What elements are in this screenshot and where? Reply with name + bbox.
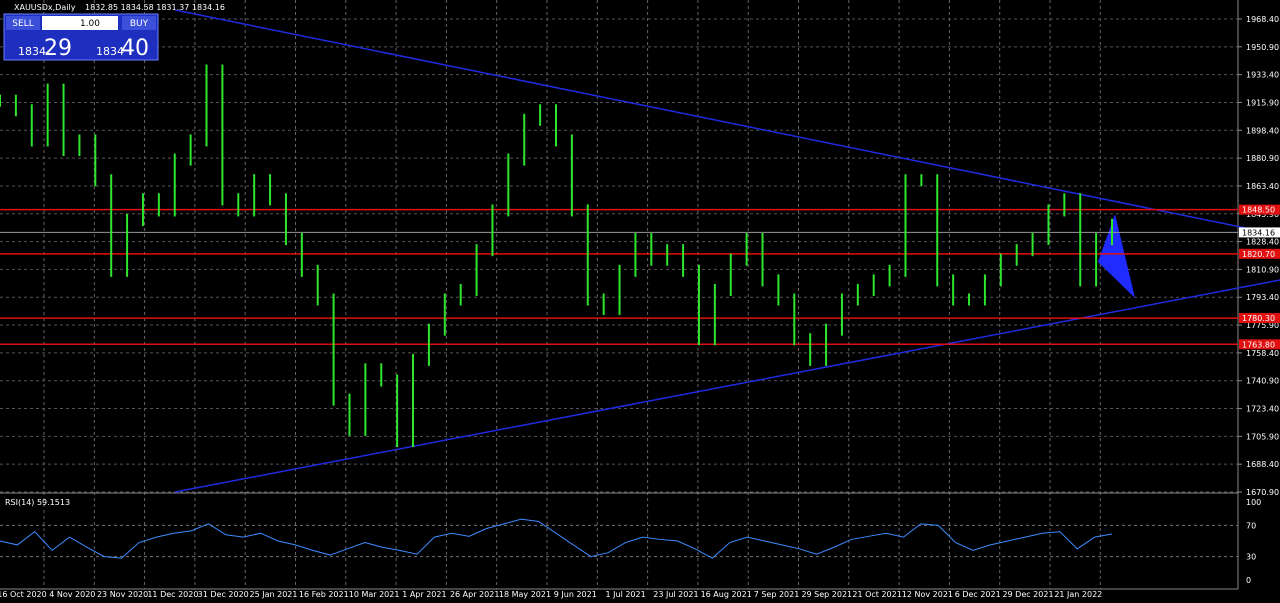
level-label: 1848.50: [1242, 206, 1275, 215]
y-tick-label: 1933.40: [1246, 71, 1279, 80]
forecast-arrow: [1098, 214, 1135, 298]
sell-price-small[interactable]: 29: [44, 36, 72, 61]
level-tag: [1239, 204, 1280, 215]
trendline: [174, 9, 1280, 236]
rsi-line: [0, 518, 1113, 559]
x-tick-label: 26 Apr 2021: [450, 590, 499, 599]
lot-value[interactable]: 1.00: [80, 19, 100, 29]
level-tag: [1239, 339, 1280, 350]
x-tick-label: 7 Sep 2021: [754, 590, 800, 599]
y-tick-label: 30: [1246, 553, 1256, 562]
x-tick-label: 23 Jul 2021: [653, 590, 698, 599]
y-tick-label: 1863.40: [1246, 182, 1279, 191]
x-tick-label: 4 Nov 2020: [49, 590, 95, 599]
buy-button[interactable]: [122, 16, 156, 30]
y-tick-label: 1740.90: [1246, 377, 1279, 386]
trendline: [174, 279, 1280, 493]
y-tick-label: 1758.40: [1246, 349, 1279, 358]
buy-price-big[interactable]: 1834: [96, 45, 124, 58]
x-tick-label: 1 Apr 2021: [402, 590, 446, 599]
buy-label[interactable]: BUY: [130, 19, 149, 29]
x-tick-label: 16 Oct 2020: [0, 590, 47, 599]
current-tag: [1239, 227, 1280, 238]
x-tick-label: 12 Nov 2021: [902, 590, 953, 599]
y-tick-label: 100: [1246, 498, 1261, 507]
x-tick-label: 21 Jan 2022: [1054, 590, 1102, 599]
level-tag: [1239, 248, 1280, 259]
x-tick-label: 6 Dec 2021: [955, 590, 1001, 599]
y-tick-label: 1810.90: [1246, 265, 1279, 274]
x-tick-label: 29 Dec 2021: [1002, 590, 1053, 599]
y-tick-label: 70: [1246, 521, 1256, 530]
x-tick-label: 21 Oct 2021: [852, 590, 901, 599]
y-tick-label: 1775.90: [1246, 321, 1279, 330]
level-label: 1763.80: [1242, 340, 1275, 349]
y-tick-label: 1950.90: [1246, 43, 1279, 52]
sell-price-big[interactable]: 1834: [18, 45, 46, 58]
level-label: 1820.70: [1242, 250, 1275, 259]
chart-ohlc: 1832.85 1834.58 1831.37 1834.16: [85, 3, 225, 12]
y-tick-label: 0: [1246, 576, 1251, 585]
y-tick-label: 1688.40: [1246, 460, 1279, 469]
sell-label[interactable]: SELL: [12, 19, 33, 29]
y-tick-label: 1705.90: [1246, 432, 1279, 441]
level-tag: [1239, 313, 1280, 324]
x-tick-label: 11 Dec 2020: [147, 590, 198, 599]
rsi-title: RSI(14) 59.1513: [5, 498, 70, 507]
y-tick-label: 1723.40: [1246, 405, 1279, 414]
x-tick-label: 31 Dec 2020: [198, 590, 249, 599]
y-tick-label: 1793.40: [1246, 293, 1279, 302]
y-tick-label: 1828.40: [1246, 238, 1279, 247]
trade-panel: SELL 1.00 BUY 1834 29 1834 40: [3, 13, 159, 61]
x-tick-label: 18 May 2021: [499, 590, 551, 599]
x-tick-label: 9 Jun 2021: [554, 590, 597, 599]
level-label: 1780.30: [1242, 314, 1275, 323]
lot-field[interactable]: [42, 16, 118, 30]
sell-button[interactable]: [6, 16, 40, 30]
x-tick-label: 10 Mar 2021: [349, 590, 400, 599]
x-tick-label: 23 Nov 2020: [97, 590, 148, 599]
x-tick-label: 25 Jan 2021: [250, 590, 298, 599]
chart-header: XAUUSDx,Daily: [14, 3, 76, 12]
y-tick-label: 1915.90: [1246, 98, 1279, 107]
y-tick-label: 1670.90: [1246, 488, 1279, 497]
x-tick-label: 16 Aug 2021: [701, 590, 752, 599]
x-tick-label: 1 Jul 2021: [606, 590, 646, 599]
x-tick-label: 29 Sep 2021: [801, 590, 852, 599]
buy-price-small[interactable]: 40: [121, 36, 149, 61]
y-tick-label: 1880.90: [1246, 154, 1279, 163]
x-tick-label: 16 Feb 2021: [299, 590, 349, 599]
y-tick-label: 1898.40: [1246, 126, 1279, 135]
current-price-label: 1834.16: [1242, 228, 1275, 237]
y-tick-label: 1968.40: [1246, 15, 1279, 24]
